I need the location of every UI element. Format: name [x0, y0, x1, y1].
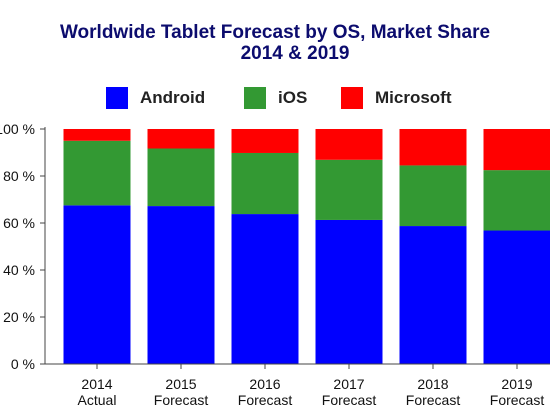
bar-android	[63, 205, 131, 364]
bar-android	[315, 219, 383, 364]
bar-ios	[147, 148, 215, 207]
bar-android	[231, 214, 299, 364]
legend-label-android: Android	[140, 88, 206, 107]
bar-microsoft	[315, 129, 383, 160]
bar-ios	[315, 159, 383, 220]
x-tick-label-line: 2016	[249, 376, 280, 392]
y-tick-label: 60 %	[3, 215, 35, 231]
legend-item-android: Android	[106, 86, 205, 110]
legend-swatch-android	[106, 87, 128, 109]
bar-microsoft	[399, 129, 467, 166]
x-tick-label: 2018 Forecast	[406, 376, 461, 408]
x-tick-label-line: Forecast	[154, 392, 209, 408]
bar-android	[147, 206, 215, 364]
chart-title: Worldwide Tablet Forecast by OS, Market …	[0, 22, 550, 64]
bar-ios	[399, 165, 467, 227]
x-tick-label: 2015 Forecast	[154, 376, 209, 408]
y-tick-label: 0 %	[11, 356, 35, 372]
x-tick-label-line: 2019	[501, 376, 532, 392]
x-tick-label: 2016 Forecast	[238, 376, 293, 408]
legend-label-microsoft: Microsoft	[375, 88, 452, 107]
bar-microsoft	[483, 129, 550, 171]
bar-microsoft	[63, 129, 131, 141]
legend: Android iOS Microsoft	[0, 86, 550, 110]
bar-android	[399, 226, 467, 364]
x-tick-label: 2014 Actual	[78, 376, 117, 408]
x-tick-label: 2019 Forecast	[490, 376, 545, 408]
legend-swatch-microsoft	[341, 87, 363, 109]
bar-android	[483, 230, 550, 364]
y-tick-label: 80 %	[3, 168, 35, 184]
chart-subtitle: 2014 & 2019	[240, 43, 350, 64]
chart-title-line: Worldwide Tablet Forecast by OS, Market …	[59, 22, 491, 43]
x-tick-label-line: Forecast	[238, 392, 293, 408]
x-tick-label-line: 2018	[417, 376, 448, 392]
y-tick-label: 20 %	[3, 309, 35, 325]
y-tick-label: 40 %	[3, 262, 35, 278]
x-tick-label-line: 2014	[81, 376, 112, 392]
x-tick-label-line: Forecast	[322, 392, 377, 408]
x-tick-label-line: 2015	[165, 376, 196, 392]
y-tick-label: 100 %	[0, 121, 35, 137]
legend-item-microsoft: Microsoft	[341, 86, 452, 110]
bar-microsoft	[231, 129, 299, 153]
legend-label-ios: iOS	[278, 88, 308, 107]
bar-ios	[483, 170, 550, 231]
legend-item-ios: iOS	[244, 86, 307, 110]
x-tick-label-line: Forecast	[490, 392, 545, 408]
bar-microsoft	[147, 129, 215, 149]
x-tick-label-line: 2017	[333, 376, 364, 392]
legend-swatch-ios	[244, 87, 266, 109]
x-tick-label: 2017 Forecast	[322, 376, 377, 408]
x-tick-label-line: Actual	[78, 392, 117, 408]
bar-ios	[63, 140, 131, 206]
bar-ios	[231, 152, 299, 215]
x-tick-label-line: Forecast	[406, 392, 461, 408]
